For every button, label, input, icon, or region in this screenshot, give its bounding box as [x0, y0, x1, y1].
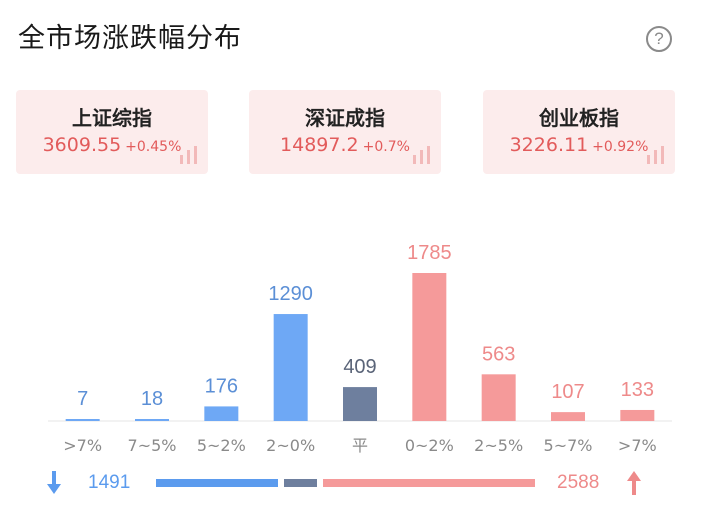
- category-label: 2~5%: [474, 436, 523, 455]
- category-label: >7%: [618, 436, 657, 455]
- page-title: 全市场涨跌幅分布: [18, 23, 242, 54]
- index-value: 3609.55: [42, 134, 122, 156]
- down-segment: [156, 479, 278, 487]
- help-icon[interactable]: ?: [646, 26, 672, 52]
- category-label: 7~5%: [128, 436, 177, 455]
- category-label: 2~0%: [266, 436, 315, 455]
- bar[interactable]: [481, 374, 516, 421]
- bar[interactable]: [135, 419, 169, 421]
- bar-value-label: 1785: [407, 242, 452, 264]
- index-change: +0.45%: [125, 139, 182, 155]
- category-label: 平: [352, 436, 368, 455]
- index-name: 创业板指: [539, 106, 619, 130]
- bar-value-label: 133: [621, 379, 654, 401]
- index-card-shanghai[interactable]: 上证综指 3609.55 +0.45%: [16, 90, 208, 174]
- mini-bars-icon: [647, 146, 664, 164]
- index-change: +0.92%: [592, 139, 649, 155]
- mini-bars-icon: [180, 146, 197, 164]
- bar-value-label: 409: [343, 356, 376, 378]
- index-card-chinext[interactable]: 创业板指 3226.11 +0.92%: [483, 90, 675, 174]
- index-card-shenzhen[interactable]: 深证成指 14897.2 +0.7%: [249, 90, 441, 174]
- index-value: 3226.11: [509, 134, 589, 156]
- category-label: >7%: [63, 436, 102, 455]
- category-label: 0~2%: [405, 436, 454, 455]
- arrow-down-icon: [46, 470, 62, 500]
- bar[interactable]: [412, 273, 447, 421]
- down-count: 1491: [88, 472, 131, 493]
- bar-value-label: 7: [77, 388, 88, 410]
- index-value: 14897.2: [280, 134, 359, 156]
- bar[interactable]: [551, 412, 585, 421]
- bar[interactable]: [620, 409, 655, 421]
- bar[interactable]: [65, 419, 100, 421]
- mini-bars-icon: [413, 146, 430, 164]
- bar[interactable]: [343, 387, 377, 421]
- index-change: +0.7%: [362, 139, 410, 155]
- up-count: 2588: [557, 472, 600, 493]
- bar-value-label: 1290: [268, 283, 313, 305]
- bar-value-label: 563: [482, 343, 515, 365]
- bar[interactable]: [273, 314, 308, 421]
- up-segment: [323, 479, 535, 487]
- index-name: 深证成指: [305, 106, 385, 130]
- index-name: 上证综指: [72, 106, 152, 130]
- bar-value-label: 18: [141, 388, 163, 410]
- category-label: 5~2%: [197, 436, 246, 455]
- arrow-up-icon: [626, 470, 642, 500]
- bar[interactable]: [204, 406, 239, 421]
- bar-value-label: 176: [205, 375, 238, 397]
- bar-value-label: 107: [551, 381, 584, 403]
- category-label: 5~7%: [544, 436, 593, 455]
- flat-segment: [283, 479, 318, 487]
